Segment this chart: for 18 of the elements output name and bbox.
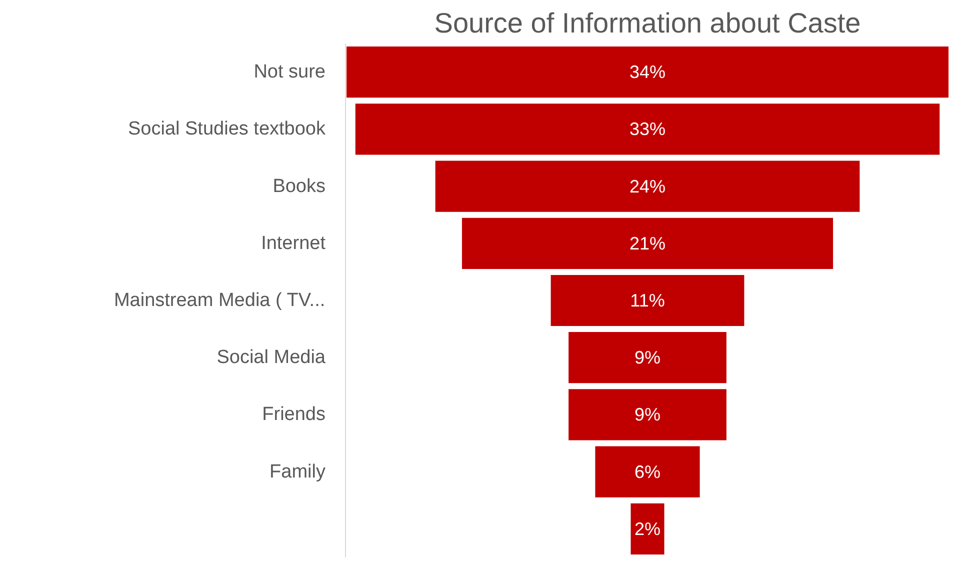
data-label: 9% [634,348,661,368]
category-label: Family [270,461,326,482]
category-label: Social Studies textbook [128,118,326,140]
data-label: 21% [629,233,666,254]
text: Source of Information about Caste [434,8,861,38]
category-label: Social Media [216,347,326,368]
category-label: Books [272,176,326,197]
category-label: Mainstream Media ( TV... [114,290,326,311]
data-label: 2% [634,518,661,539]
data-label: 33% [629,119,666,140]
data-label: 11% [630,290,665,310]
category-label: Not sure [254,62,326,83]
data-label: 6% [634,462,661,482]
data-label: 34% [629,62,666,82]
data-label: 9% [634,404,661,425]
data-label: 24% [629,176,666,196]
category-label: Internet [261,232,326,254]
category-label: Friends [262,404,326,426]
